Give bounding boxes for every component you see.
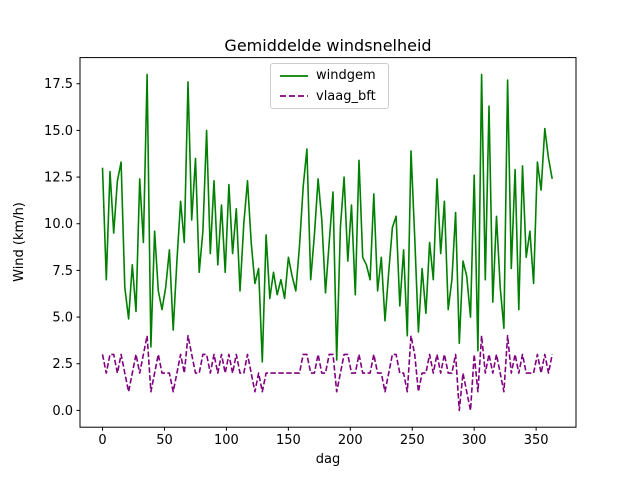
y-tick-label: 7.5 xyxy=(52,264,73,279)
y-tick-label: 15.0 xyxy=(44,124,73,139)
legend-label-vlaag-bft: vlaag_bft xyxy=(316,88,376,104)
y-tick-label: 2.5 xyxy=(52,357,73,372)
chart-title: Gemiddelde windsnelheid xyxy=(224,36,431,55)
legend-entry-windgem: windgem xyxy=(271,66,388,86)
y-axis-label: Wind (km/h) xyxy=(12,202,27,282)
y-tick-label: 12.5 xyxy=(44,171,73,186)
x-tick-label: 250 xyxy=(400,433,425,448)
y-tick-label: 5.0 xyxy=(52,311,73,326)
x-tick-label: 300 xyxy=(462,433,487,448)
legend-box: windgem vlaag_bft xyxy=(270,63,389,109)
legend-label-windgem: windgem xyxy=(316,68,376,84)
x-tick-label: 50 xyxy=(156,433,173,448)
x-tick-label: 0 xyxy=(98,433,106,448)
x-axis-label: dag xyxy=(316,452,340,467)
legend-entry-vlaag-bft: vlaag_bft xyxy=(271,86,388,106)
vlaag_bft-line xyxy=(101,334,553,412)
x-axis-ticks: 0 50 100 150 200 250 300 350 xyxy=(98,427,549,448)
x-tick-label: 150 xyxy=(276,433,301,448)
x-tick-label: 200 xyxy=(338,433,363,448)
y-tick-label: 17.5 xyxy=(44,77,73,92)
x-tick-label: 350 xyxy=(524,433,549,448)
windgem-line-sample xyxy=(280,74,308,77)
y-tick-label: 0.0 xyxy=(52,404,73,419)
y-axis-ticks: 0.0 2.5 5.0 7.5 10.0 12.5 15.0 17.5 xyxy=(44,77,80,419)
data-series xyxy=(101,73,553,412)
windgem-line xyxy=(101,73,553,363)
vlaag-bft-line-sample xyxy=(280,95,308,98)
x-tick-label: 100 xyxy=(214,433,239,448)
plot-area-border xyxy=(79,57,577,428)
y-tick-label: 10.0 xyxy=(44,217,73,232)
